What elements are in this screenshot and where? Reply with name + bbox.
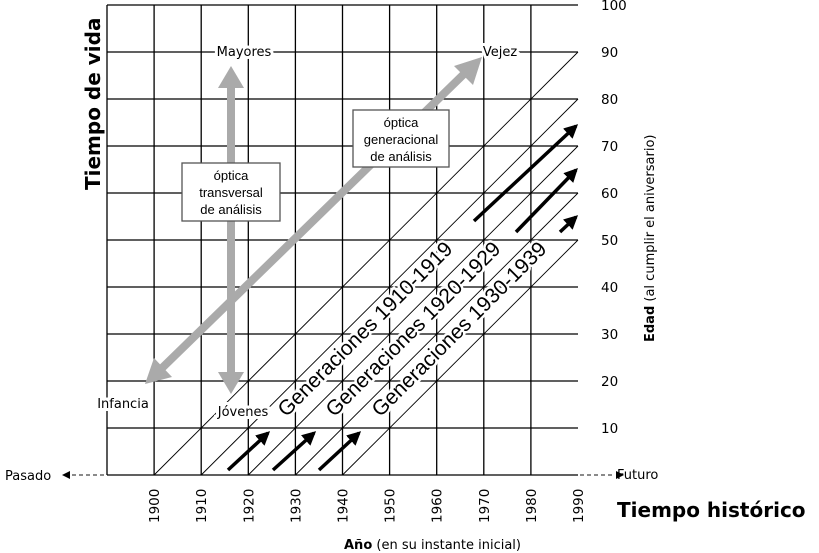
- past-label: Pasado: [5, 469, 51, 484]
- x-tick-label: 1930: [288, 489, 304, 523]
- y-axis-label: Edad (al cumplir el aniversario): [643, 135, 658, 343]
- cohort-diagonals: [153, 51, 579, 476]
- y-tick-label: 10: [601, 421, 618, 437]
- generational-optic-box: [352, 109, 450, 168]
- cohort-arrow-start: [271, 431, 317, 472]
- transversal-optic-box-text: transversal: [199, 185, 263, 200]
- generational-optic-box-text: generacional: [364, 132, 439, 147]
- cohort-diagonal: [153, 51, 579, 476]
- y-tick-label: 70: [601, 139, 618, 155]
- x-tick-label: 1950: [383, 489, 399, 523]
- x-tick-label: 1900: [147, 489, 163, 523]
- generational-arrow-up-head: [454, 57, 482, 85]
- x-tick-label: 1980: [524, 489, 540, 523]
- past-arrow-head: [62, 471, 70, 479]
- x-tick-label: 1910: [194, 489, 210, 523]
- cohort-arrow-end: [514, 167, 578, 234]
- transversal-arrow-up-head: [218, 66, 244, 88]
- label-jovenes: Jóvenes: [217, 405, 269, 420]
- label-mayores: Mayores: [217, 45, 272, 60]
- y-tick-label: 90: [601, 45, 618, 61]
- transversal-optic-box-text: de análisis: [200, 202, 262, 217]
- generation-label: Generaciones 1930-1939: [367, 237, 551, 421]
- generational-optic-box-text: óptica: [384, 115, 419, 130]
- cohort-arrow-start: [226, 431, 271, 472]
- transversal-optic-box-text: óptica: [214, 168, 249, 183]
- y-tick-label: 100: [601, 0, 627, 14]
- label-vejez: Vejez: [483, 45, 517, 60]
- y-tick-label: 60: [601, 186, 618, 202]
- cohort-arrow-end: [472, 124, 579, 223]
- y-tick-label: 20: [601, 374, 618, 390]
- cohort-diagonal: [247, 145, 579, 476]
- cohort-arrow-start: [317, 431, 362, 472]
- x-tick-label: 1940: [336, 489, 352, 523]
- y-tick-label: 30: [601, 327, 618, 343]
- cohort-arrow-end: [558, 215, 579, 234]
- x-axis-label: Año (en su instante inicial): [344, 538, 521, 553]
- y-tick-label: 40: [601, 280, 618, 296]
- y-title: Tiempo de vida: [81, 18, 105, 190]
- future-arrow-head: [616, 471, 624, 479]
- generational-optic-box-text: de análisis: [370, 149, 432, 164]
- x-tick-label: 1920: [241, 489, 257, 523]
- transversal-optic-box: [181, 162, 281, 222]
- x-title: Tiempo histórico: [617, 498, 806, 522]
- y-tick-label: 80: [601, 92, 618, 108]
- cohort-diagonal: [342, 239, 579, 476]
- label-infancia: Infancia: [97, 397, 149, 412]
- cohort-diagonal: [295, 192, 579, 476]
- generation-label: Generaciones 1910-1919: [273, 237, 457, 421]
- cohort-diagonal: [200, 98, 579, 476]
- x-tick-label: 1960: [430, 489, 446, 523]
- generational-arrow-down-head: [145, 358, 172, 384]
- y-tick-label: 50: [601, 233, 618, 249]
- future-label: Futuro: [617, 468, 658, 483]
- x-tick-label: 1990: [571, 489, 587, 523]
- transversal-arrow-down-head: [218, 372, 244, 394]
- cohort-arrows: [226, 124, 579, 472]
- x-tick-label: 1970: [477, 489, 493, 523]
